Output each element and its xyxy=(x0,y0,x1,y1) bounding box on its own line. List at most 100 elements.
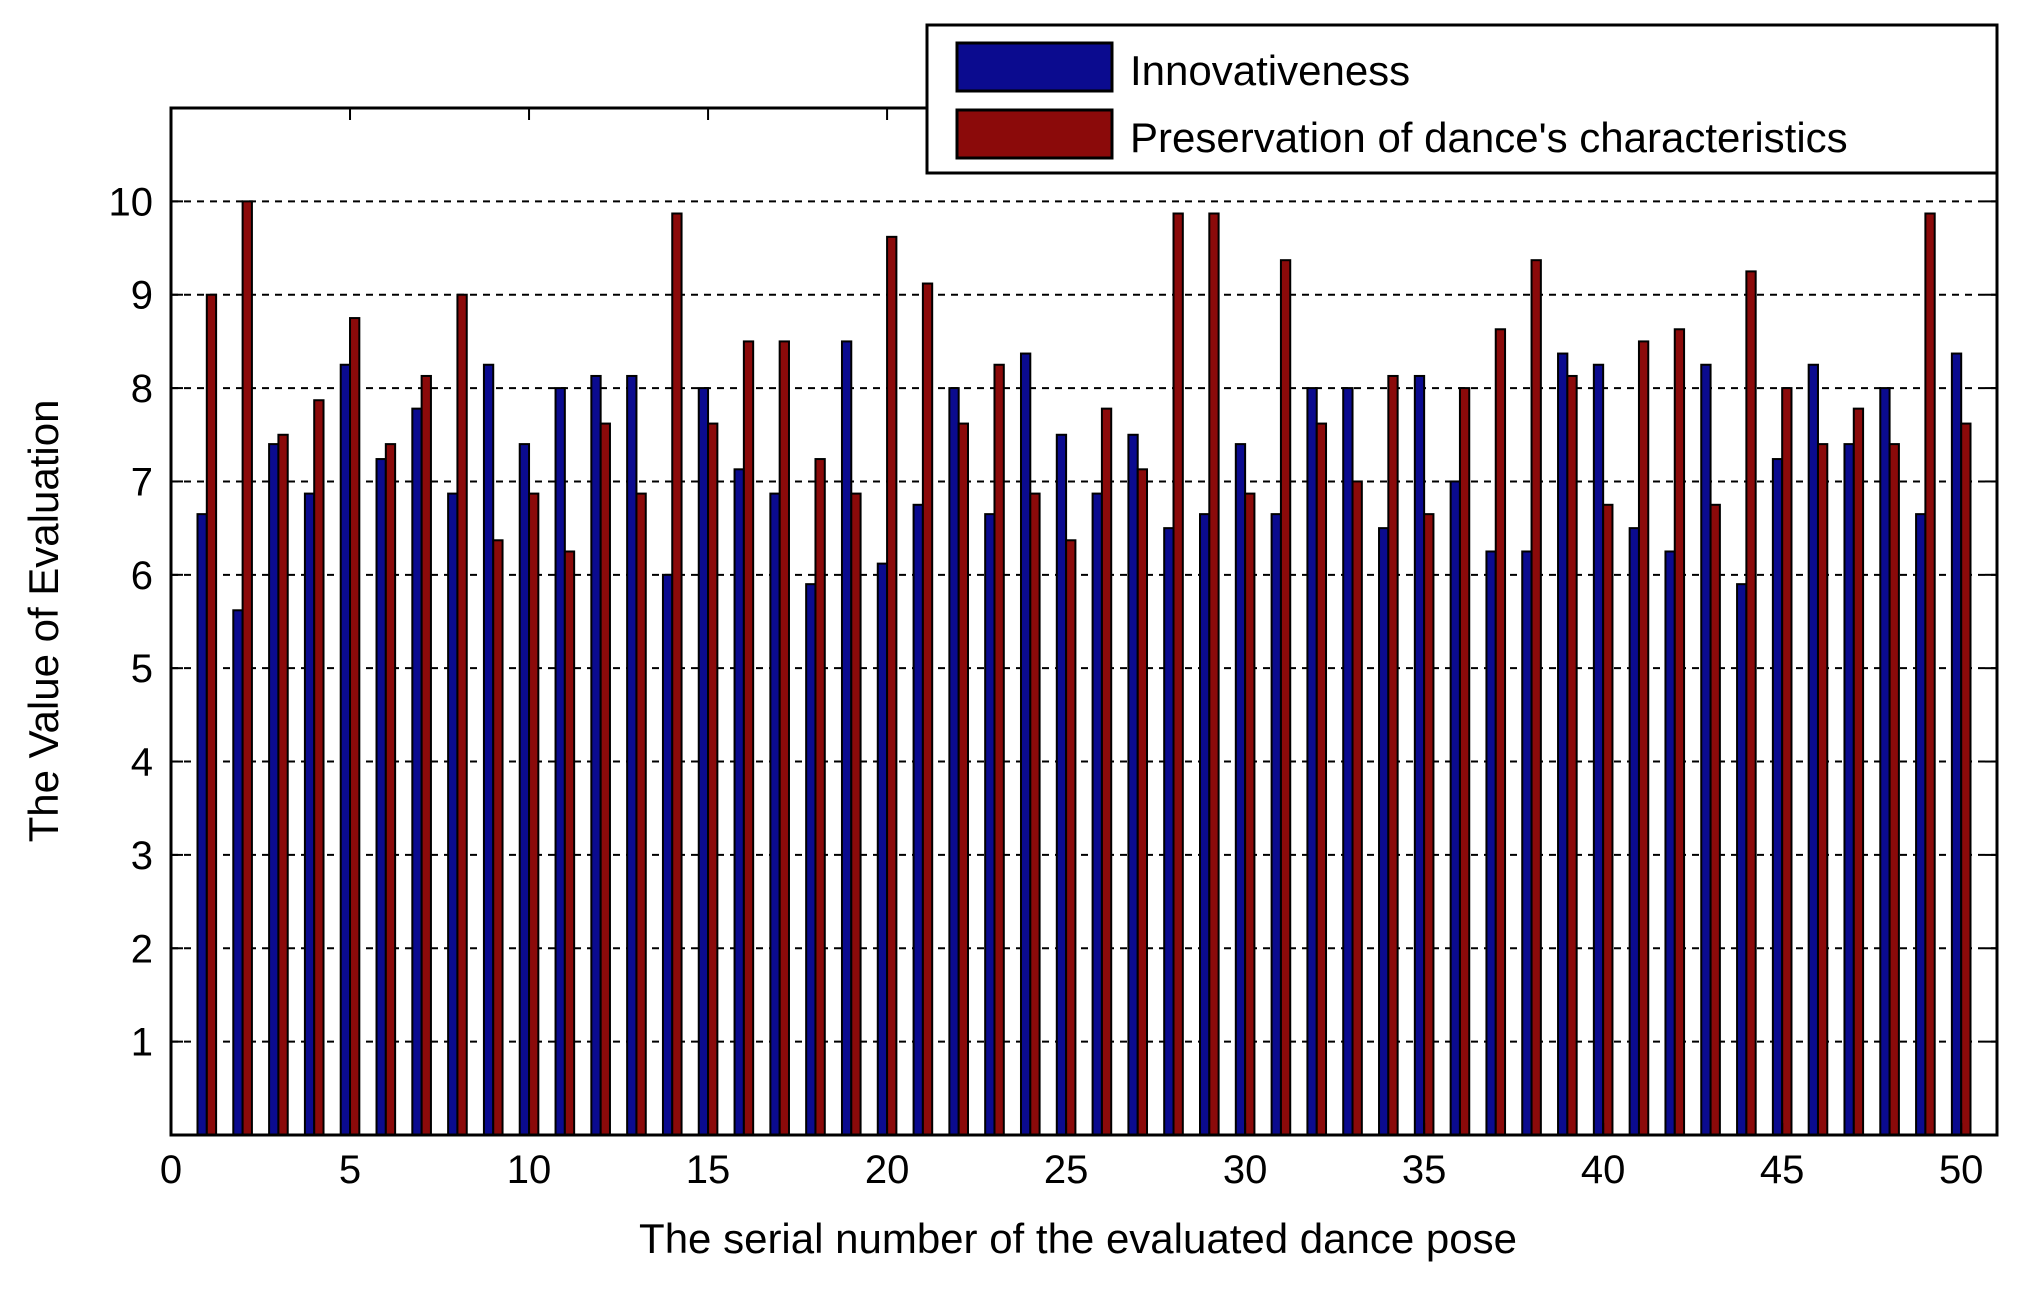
bar-innovativeness-32 xyxy=(1306,387,1318,1137)
bar-innovativeness-47 xyxy=(1843,443,1855,1137)
bar-preservation-36 xyxy=(1458,387,1471,1137)
bar-preservation-33 xyxy=(1351,480,1363,1137)
bar-innovativeness-26 xyxy=(1091,492,1103,1137)
bar-preservation-18 xyxy=(814,458,826,1136)
bar-innovativeness-3 xyxy=(268,443,280,1137)
bar-innovativeness-38 xyxy=(1521,550,1533,1136)
bar-innovativeness-21 xyxy=(912,503,924,1136)
bar-preservation-41 xyxy=(1637,340,1650,1136)
bar-innovativeness-11 xyxy=(554,387,566,1137)
bar-preservation-50 xyxy=(1960,422,1972,1136)
bar-preservation-1 xyxy=(205,293,218,1136)
bar-preservation-32 xyxy=(1315,422,1328,1136)
y-tick-label: 9 xyxy=(131,274,153,318)
bar-preservation-15 xyxy=(707,422,719,1136)
bar-innovativeness-44 xyxy=(1736,583,1748,1136)
bar-innovativeness-46 xyxy=(1807,363,1819,1136)
legend-label-preservation: Preservation of dance's characteristics xyxy=(1130,114,1848,161)
tick-marks xyxy=(170,108,1997,1135)
bar-innovativeness-20 xyxy=(876,562,889,1136)
bar-preservation-20 xyxy=(886,235,898,1137)
bar-preservation-35 xyxy=(1423,513,1435,1136)
bar-preservation-26 xyxy=(1100,407,1113,1136)
legend-label-innovativeness: Innovativeness xyxy=(1130,47,1410,94)
bar-preservation-43 xyxy=(1709,503,1721,1136)
bar-preservation-42 xyxy=(1673,328,1686,1137)
bar-preservation-27 xyxy=(1136,468,1149,1136)
plot-area-frame xyxy=(169,106,1999,1137)
y-tick-label: 8 xyxy=(131,367,153,411)
bar-innovativeness-48 xyxy=(1879,387,1891,1137)
x-tick-label: 35 xyxy=(1402,1148,1447,1192)
bar-innovativeness-45 xyxy=(1771,458,1784,1136)
bar-innovativeness-43 xyxy=(1700,363,1712,1136)
bar-preservation-48 xyxy=(1888,443,1900,1137)
bar-preservation-44 xyxy=(1745,270,1757,1136)
bar-preservation-12 xyxy=(599,422,611,1136)
bar-preservation-19 xyxy=(850,492,862,1137)
bar-preservation-24 xyxy=(1029,492,1041,1137)
bar-preservation-30 xyxy=(1244,492,1256,1137)
bar-innovativeness-6 xyxy=(375,458,387,1136)
bar-preservation-10 xyxy=(528,492,540,1137)
bar-innovativeness-39 xyxy=(1557,352,1569,1136)
y-tick-label: 7 xyxy=(131,460,153,504)
bar-innovativeness-25 xyxy=(1055,433,1068,1137)
bar-innovativeness-10 xyxy=(518,443,531,1137)
bar-innovativeness-1 xyxy=(196,513,208,1136)
bar-innovativeness-24 xyxy=(1019,352,1032,1136)
bar-preservation-7 xyxy=(420,374,432,1137)
x-tick-label: 50 xyxy=(1939,1148,1984,1192)
x-tick-label: 15 xyxy=(686,1148,731,1192)
x-axis-title: The serial number of the evaluated dance… xyxy=(639,1215,1517,1262)
y-tick-label: 2 xyxy=(131,927,153,971)
bar-innovativeness-7 xyxy=(411,407,423,1136)
x-tick-label: 10 xyxy=(507,1148,552,1192)
bar-preservation-37 xyxy=(1494,328,1507,1137)
bar-innovativeness-28 xyxy=(1163,527,1175,1136)
bar-innovativeness-41 xyxy=(1628,527,1640,1136)
bar-preservation-45 xyxy=(1781,387,1793,1137)
x-tick-label: 45 xyxy=(1760,1148,1805,1192)
legend: Innovativeness Preservation of dance's c… xyxy=(925,23,1999,175)
bar-preservation-39 xyxy=(1566,374,1578,1137)
x-tick-label: 0 xyxy=(160,1148,182,1192)
bar-innovativeness-23 xyxy=(984,513,996,1136)
bars xyxy=(196,200,1972,1137)
bar-preservation-11 xyxy=(563,550,576,1136)
x-tick-labels: 0 5 10 15 20 25 30 35 40 45 50 xyxy=(160,1148,1984,1192)
y-tick-label: 1 xyxy=(131,1021,153,1065)
bar-innovativeness-18 xyxy=(805,583,817,1136)
bar-innovativeness-5 xyxy=(339,363,352,1136)
x-tick-label: 20 xyxy=(865,1148,910,1192)
bar-preservation-14 xyxy=(671,212,683,1136)
x-tick-label: 40 xyxy=(1581,1148,1626,1192)
bar-preservation-3 xyxy=(277,433,289,1137)
bar-innovativeness-12 xyxy=(590,374,602,1137)
bar-innovativeness-37 xyxy=(1485,550,1497,1136)
bar-innovativeness-35 xyxy=(1413,374,1426,1137)
bar-innovativeness-14 xyxy=(661,573,674,1136)
bar-innovativeness-15 xyxy=(697,387,710,1137)
x-tick-label: 5 xyxy=(339,1148,361,1192)
y-tick-label: 6 xyxy=(131,554,153,598)
bar-innovativeness-4 xyxy=(303,492,316,1137)
bar-preservation-25 xyxy=(1065,539,1077,1136)
legend-swatch-preservation xyxy=(955,108,1114,160)
bar-preservation-21 xyxy=(921,282,934,1137)
y-tick-label: 4 xyxy=(131,741,153,785)
bar-preservation-16 xyxy=(742,340,755,1136)
bar-preservation-17 xyxy=(778,340,790,1136)
bar-preservation-46 xyxy=(1816,443,1829,1137)
bar-preservation-23 xyxy=(993,363,1005,1136)
bar-preservation-2 xyxy=(241,200,253,1136)
bar-innovativeness-36 xyxy=(1449,480,1461,1137)
bar-preservation-34 xyxy=(1387,374,1399,1137)
bar-preservation-4 xyxy=(313,399,325,1136)
bar-preservation-40 xyxy=(1602,503,1614,1136)
y-tick-label: 10 xyxy=(109,180,154,224)
bar-preservation-8 xyxy=(456,293,468,1136)
y-tick-labels: 1 2 3 4 5 6 7 8 9 10 xyxy=(109,180,154,1064)
x-tick-label: 30 xyxy=(1223,1148,1268,1192)
